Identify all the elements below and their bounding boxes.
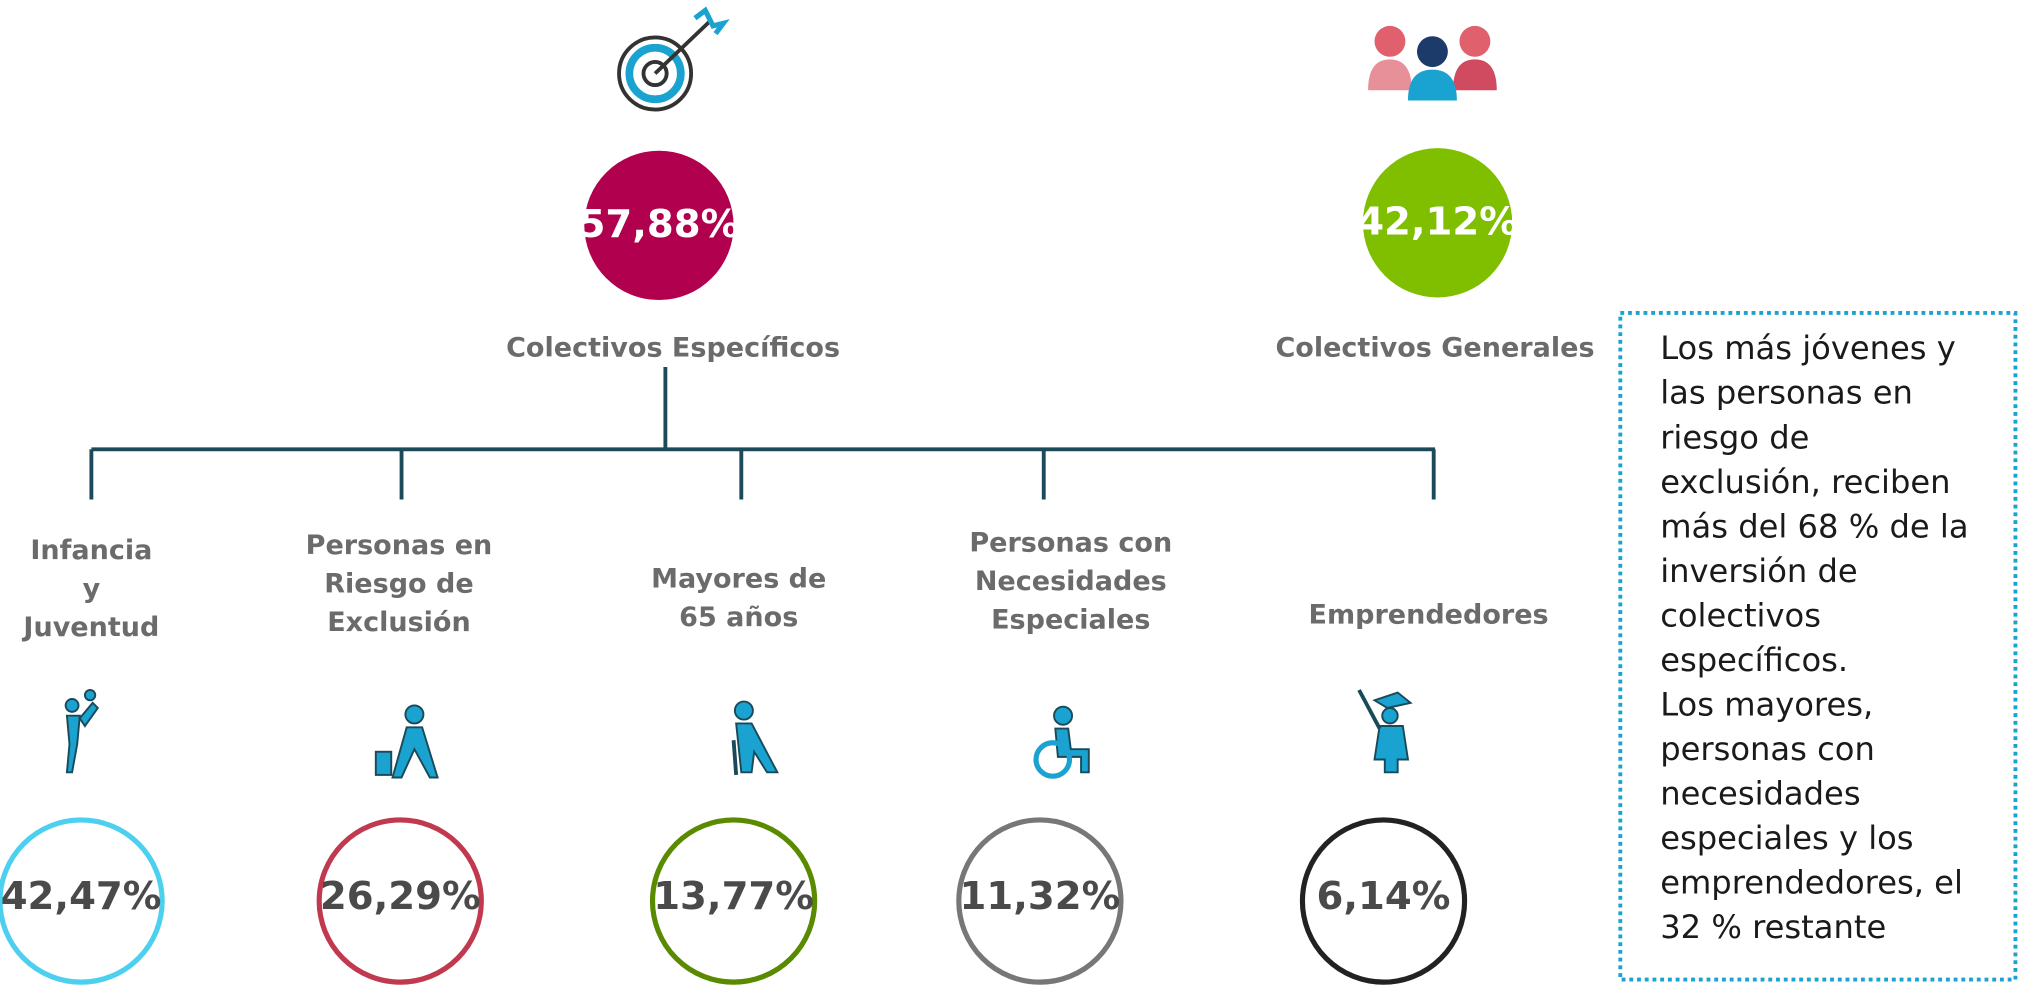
walker-icon (374, 704, 439, 779)
note-line: emprendedores, el (1660, 864, 1963, 902)
sub-percent: 11,32% (960, 874, 1121, 919)
sub-label-line: y (83, 573, 101, 604)
sub-circle (316, 817, 484, 985)
note-line: necesidades (1660, 775, 1860, 813)
sub-label-line: Mayores de (651, 563, 826, 594)
sub-icons (64, 689, 1413, 779)
top-label: Colectivos Específicos (506, 332, 840, 363)
sub-percent: 26,29% (320, 874, 481, 919)
sub-circle (1299, 817, 1468, 985)
note-box (1618, 310, 2018, 982)
note-line: Los mayores, (1660, 685, 1873, 723)
sub-label-line: Personas en (306, 529, 493, 560)
note-line: Los más jóvenes y (1660, 329, 1956, 367)
sub-circle (956, 817, 1124, 985)
note-line: colectivos (1660, 596, 1821, 634)
note-line: exclusión, reciben (1660, 463, 1950, 501)
elder-icon (731, 700, 779, 776)
sub-label: Infancia y Juventud (21, 534, 159, 642)
sub-circle (0, 817, 165, 985)
note-line: especiales y los (1660, 819, 1913, 857)
top-percent: 42,12% (1357, 200, 1518, 245)
people-icon (1368, 25, 1497, 101)
sub-percent: 6,14% (1317, 874, 1451, 919)
top-circle (1362, 148, 1513, 298)
sub-percent: 13,77% (653, 874, 814, 919)
child-icon (64, 689, 100, 774)
sub-label-line: Riesgo de (324, 568, 473, 599)
sub-label-line: Especiales (991, 604, 1150, 635)
sub-label-line: Necesidades (975, 565, 1167, 596)
sub-label-line: Emprendedores (1309, 599, 1549, 630)
sub-label: Emprendedores (1309, 599, 1549, 630)
sub-percent: 42,47% (1, 874, 162, 919)
sub-label-line: Juventud (21, 612, 159, 643)
top-percent: 57,88% (579, 202, 740, 247)
note-line: personas con (1660, 730, 1875, 768)
note-text: Los más jóvenes y las personas en riesgo d… (1660, 329, 1968, 946)
sub-label-line: 65 años (679, 601, 798, 632)
note-line: inversión de (1660, 552, 1858, 590)
top-label: Colectivos Generales (1275, 332, 1594, 363)
note-line: riesgo de (1660, 418, 1809, 456)
note-line: las personas en (1660, 374, 1913, 412)
sub-label-line: Exclusión (327, 607, 471, 638)
graduate-icon (1357, 689, 1413, 774)
sub-label-line: Infancia (30, 534, 152, 565)
note-line: 32 % restante (1660, 908, 1886, 946)
top-circle (584, 150, 734, 301)
tree-lines (89, 366, 1436, 500)
note-line: específicos. (1660, 641, 1848, 679)
sub-label: Personas con Necesidades Especiales (969, 527, 1172, 635)
note-line: más del 68 % de la (1660, 507, 1968, 545)
sub-circle (649, 817, 818, 985)
wheelchair-icon (1033, 705, 1090, 779)
sub-label-line: Personas con (969, 527, 1172, 558)
sub-label: Mayores de 65 años (651, 563, 826, 633)
sub-label: Personas en Riesgo de Exclusión (306, 529, 493, 637)
target-icon (617, 6, 730, 112)
